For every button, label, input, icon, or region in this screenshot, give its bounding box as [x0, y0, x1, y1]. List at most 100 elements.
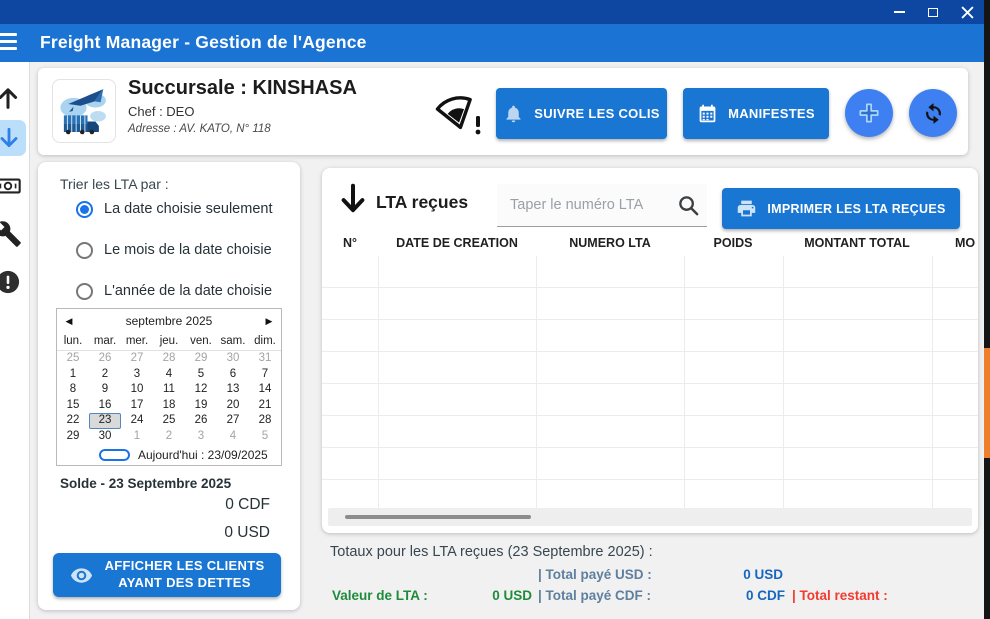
sidebar-item-outils[interactable] — [0, 220, 22, 248]
calendar-date[interactable]: 29 — [66, 429, 80, 442]
menu-button[interactable] — [0, 33, 17, 54]
lta-search-input[interactable] — [497, 184, 707, 226]
balance-cdf: 0 CDF — [225, 496, 270, 513]
calendar-date[interactable]: 20 — [226, 398, 240, 411]
calendar-date[interactable]: 19 — [194, 398, 208, 411]
total-restant-label: | Total restant : — [792, 588, 888, 603]
table-row[interactable] — [322, 480, 978, 506]
table-row[interactable] — [322, 256, 978, 288]
calendar-date[interactable]: 3 — [197, 429, 205, 442]
calendar-date[interactable]: 15 — [66, 398, 80, 411]
calendar-date[interactable]: 18 — [162, 398, 176, 411]
minimize-button[interactable] — [890, 2, 908, 22]
table-row[interactable] — [322, 384, 978, 416]
calendar-date[interactable]: 3 — [133, 367, 141, 380]
minimize-icon — [893, 11, 905, 13]
calendar-date[interactable]: 28 — [258, 414, 272, 427]
calendar-date[interactable]: 4 — [229, 429, 237, 442]
bell-icon — [506, 105, 521, 123]
total-paye-cdf-value: 0 CDF — [745, 588, 785, 603]
calendar-date[interactable]: 16 — [98, 398, 112, 411]
refresh-button[interactable] — [909, 89, 957, 137]
column-header: POIDS — [713, 236, 753, 250]
calendar-date[interactable]: 28 — [162, 352, 176, 364]
calendar-day-names: lun. mar. mer. jeu. ven. sam. dim. — [57, 334, 281, 351]
calendar-date[interactable]: 6 — [229, 367, 237, 380]
calendar-next-button[interactable]: ▶ — [265, 316, 273, 326]
calendar-date[interactable]: 10 — [130, 383, 144, 396]
calendar-date[interactable]: 21 — [258, 398, 272, 411]
sort-title: Trier les LTA par : — [60, 176, 169, 192]
scrollbar-thumb[interactable] — [345, 515, 531, 519]
wifi-offline-icon — [434, 90, 486, 138]
manifestes-button[interactable]: MANIFESTES — [683, 88, 829, 139]
calendar-date[interactable]: 27 — [130, 352, 144, 364]
sidebar-item-infos[interactable] — [0, 268, 22, 296]
calendar-date[interactable]: 5 — [197, 367, 205, 380]
maximize-button[interactable] — [924, 2, 942, 22]
calendar-date[interactable]: 17 — [130, 398, 144, 411]
calendar-date[interactable]: 7 — [261, 367, 269, 380]
calendar-date[interactable]: 26 — [194, 414, 208, 427]
sidebar-item-lta-envoyees[interactable] — [0, 84, 22, 112]
arrow-down-icon — [0, 127, 18, 147]
calendar-today-box[interactable] — [99, 448, 130, 461]
arrow-up-icon — [0, 88, 18, 109]
table-row[interactable] — [322, 416, 978, 448]
calendar-date[interactable]: 5 — [261, 429, 269, 442]
calendar-prev-button[interactable]: ◀ — [65, 316, 73, 326]
calendar-date[interactable]: 25 — [162, 414, 176, 427]
table-row[interactable] — [322, 448, 978, 480]
calendar-date[interactable]: 12 — [194, 383, 208, 396]
calendar-date[interactable]: 2 — [165, 429, 173, 442]
add-button[interactable] — [845, 89, 893, 137]
radio-selected-icon[interactable] — [76, 200, 93, 218]
table-row[interactable] — [322, 288, 978, 320]
calendar-date[interactable]: 2 — [101, 367, 109, 380]
sort-option[interactable]: La date choisie seulement — [76, 196, 272, 222]
sort-option[interactable]: Le mois de la date choisie — [76, 237, 272, 263]
afficher-clients-dettes-button[interactable]: AFFICHER LES CLIENTS AYANT DES DETTES — [53, 553, 281, 597]
suivre-les-colis-label: SUIVRE LES COLIS — [534, 106, 660, 121]
sort-option[interactable]: L'année de la date choisie — [76, 278, 272, 304]
calendar-date[interactable]: 4 — [165, 367, 173, 380]
calendar-month-label: septembre 2025 — [125, 314, 213, 328]
calendar-date[interactable]: 31 — [258, 352, 272, 364]
calendar-date[interactable]: 22 — [66, 414, 80, 427]
calendar-date[interactable]: 9 — [101, 383, 109, 396]
sidebar-item-lta-recues[interactable] — [0, 120, 26, 156]
calendar-date[interactable]: 27 — [226, 414, 240, 427]
close-icon — [960, 5, 974, 19]
calendar-date[interactable]: 13 — [226, 383, 240, 396]
calendar-date[interactable]: 8 — [69, 383, 77, 396]
table-row[interactable] — [322, 352, 978, 384]
dettes-label-line2: AYANT DES DETTES — [118, 575, 251, 590]
calendar-date[interactable]: 1 — [69, 367, 77, 380]
calendar-date[interactable]: 29 — [194, 352, 208, 364]
calendar-date[interactable]: 30 — [98, 429, 112, 442]
calendar-date[interactable]: 11 — [163, 383, 175, 396]
imprimer-lta-button[interactable]: IMPRIMER LES LTA REÇUES — [722, 188, 960, 229]
calendar-date[interactable]: 25 — [66, 352, 80, 364]
app-title: Freight Manager - Gestion de l'Agence — [40, 32, 367, 52]
manifestes-label: MANIFESTES — [728, 106, 815, 121]
search-icon[interactable] — [677, 194, 700, 217]
radio-unselected-icon[interactable] — [76, 282, 93, 300]
freight-logo-icon — [60, 89, 106, 135]
calendar-date[interactable]: 1 — [133, 429, 141, 442]
calendar-date[interactable]: 24 — [130, 414, 144, 427]
calendar-date[interactable]: 30 — [226, 352, 240, 364]
suivre-les-colis-button[interactable]: SUIVRE LES COLIS — [496, 88, 667, 139]
calendar-date[interactable]: 14 — [258, 383, 272, 396]
branch-chef: Chef : DEO — [128, 104, 195, 119]
close-button[interactable] — [958, 2, 976, 22]
lta-title: LTA reçues — [376, 192, 469, 212]
table-row[interactable] — [322, 320, 978, 352]
calendar-date[interactable]: 26 — [98, 352, 112, 364]
radio-unselected-icon[interactable] — [76, 241, 93, 259]
radio-dot — [80, 204, 89, 214]
column-separator — [378, 256, 379, 508]
money-icon — [0, 178, 21, 194]
calendar-date-selected[interactable]: 23 — [89, 413, 121, 429]
sidebar-item-finances[interactable] — [0, 172, 22, 200]
